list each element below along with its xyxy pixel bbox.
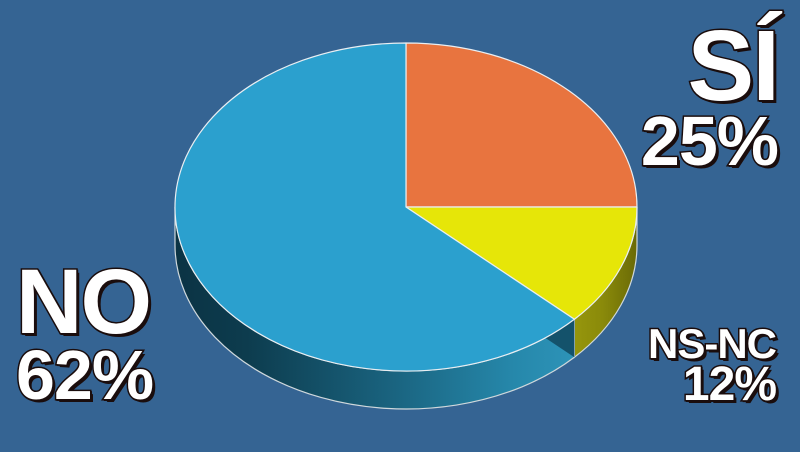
- slice-label-si-name: SÍ: [686, 10, 781, 122]
- slice-label-no-value: 62%: [14, 336, 155, 415]
- pie-slice-no[interactable]: [174, 42, 575, 372]
- slice-label-no: NO 62%: [14, 251, 155, 415]
- slice-label-nsnc-value: 12%: [681, 358, 778, 412]
- slice-label-no-name: NO: [14, 251, 153, 353]
- slice-label-si: SÍ 25%: [639, 10, 781, 180]
- slice-label-nsnc-name: NS-NC: [647, 320, 779, 367]
- slice-label-si-value: 25%: [639, 102, 780, 180]
- pie-slice-ns-nc[interactable]: [405, 206, 638, 320]
- slice-label-nsnc: NS-NC 12%: [647, 320, 779, 412]
- pie-slice-s-[interactable]: [405, 42, 638, 208]
